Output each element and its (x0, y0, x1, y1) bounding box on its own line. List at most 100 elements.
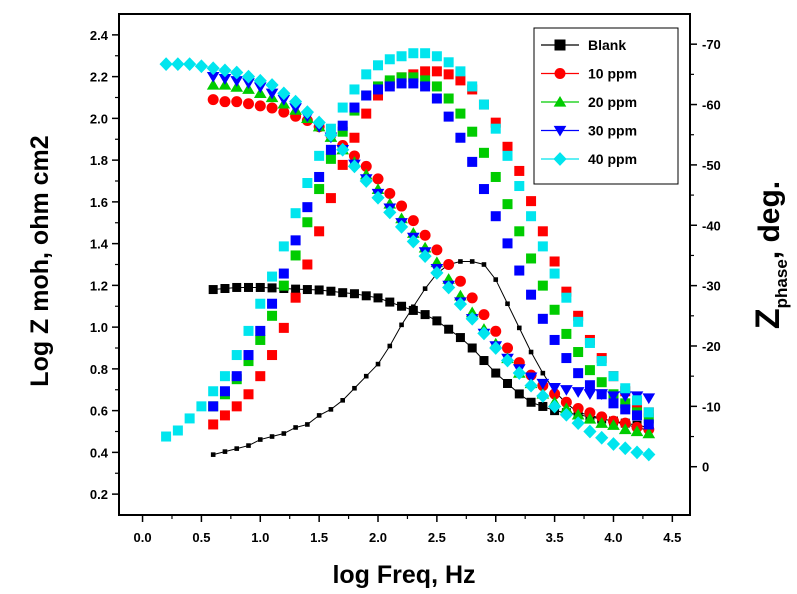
logz-point (384, 188, 396, 200)
logz-point (454, 275, 466, 287)
x-tick-label: 1.5 (310, 530, 328, 545)
logz-point (618, 391, 632, 403)
logz-point (231, 96, 243, 108)
legend-label: 10 ppm (588, 66, 637, 82)
logz-point (618, 441, 632, 456)
phase-point (561, 292, 572, 303)
phase-point (443, 57, 454, 68)
phase-point (363, 373, 369, 379)
phase-point (172, 425, 183, 436)
logz-point (336, 142, 350, 157)
logz-point (397, 301, 407, 311)
phase-point (222, 449, 228, 454)
phase-point (219, 386, 230, 397)
logz-point (465, 311, 479, 326)
logz-point (314, 285, 324, 295)
phase-point (373, 90, 384, 101)
logz-point (255, 282, 265, 292)
logz-point (253, 82, 267, 94)
phase-point (514, 226, 525, 237)
phase-point (267, 271, 278, 282)
logz-point (490, 325, 502, 337)
phase-point (373, 84, 384, 95)
logz-point (583, 412, 597, 424)
phase-point (210, 452, 216, 457)
logz-point (560, 402, 573, 414)
phase-point (478, 99, 489, 110)
phase-point (269, 434, 275, 439)
y-left-tick-label: 1.6 (90, 195, 108, 210)
phase-point (502, 199, 513, 210)
phase-point (573, 310, 584, 321)
logz-point (383, 205, 397, 220)
logz-point (242, 78, 255, 89)
phase-point (349, 84, 360, 95)
logz-point (206, 61, 220, 76)
logz-point (396, 200, 408, 212)
phase-point (537, 241, 548, 252)
phase-point (502, 150, 513, 161)
logz-point (526, 397, 536, 407)
phase-point (231, 350, 242, 361)
phase-point (246, 443, 251, 448)
phase-point (352, 385, 357, 391)
logz-point (244, 282, 254, 292)
logz-point (218, 63, 232, 78)
logz-point (288, 94, 303, 109)
logz-point (420, 310, 430, 320)
phase-point (443, 93, 454, 104)
logz-point (385, 297, 395, 307)
logz-point (312, 115, 326, 130)
phase-point (337, 102, 348, 113)
phase-point (325, 153, 336, 164)
phase-point (234, 446, 240, 451)
phase-point (420, 66, 431, 77)
logz-point (206, 71, 220, 83)
legend-marker (553, 95, 567, 107)
phase-point (420, 75, 431, 86)
phase-point (573, 368, 584, 379)
phase-point (375, 361, 381, 367)
logz-point (194, 59, 209, 74)
logz-point (607, 419, 620, 430)
phase-point (493, 277, 499, 282)
phase-point (408, 48, 419, 59)
phase-point (340, 398, 345, 403)
logz-point (477, 326, 491, 341)
phase-point (573, 347, 584, 358)
phase-point (384, 75, 395, 86)
logz-point (241, 69, 256, 84)
x-tick-label: 4.5 (663, 530, 681, 545)
phase-point (455, 66, 466, 77)
phase-point (278, 268, 289, 279)
phase-point (267, 350, 278, 361)
phase-point (396, 78, 407, 89)
phase-point (443, 69, 454, 80)
phase-point (255, 334, 266, 345)
phase-point (514, 165, 525, 176)
y-right-tick-label: 0 (702, 460, 709, 475)
y-left-tick-label: 1.4 (90, 237, 109, 252)
logz-point (595, 417, 609, 428)
phase-point (267, 298, 278, 309)
phase-point (632, 395, 643, 406)
logz-point (559, 407, 573, 422)
phase-point (505, 301, 510, 307)
phase-point (255, 371, 266, 382)
logz-point (406, 234, 420, 249)
phase-point (502, 141, 513, 152)
logz-point (300, 105, 314, 119)
logz-point (266, 102, 278, 114)
logz-point (595, 430, 609, 445)
phase-point (184, 413, 195, 424)
logz-point (478, 309, 490, 321)
logz-point (596, 411, 608, 423)
phase-point (455, 75, 466, 86)
phase-point (361, 108, 372, 119)
y-right-tick-label: -70 (702, 37, 721, 52)
phase-point (561, 328, 572, 339)
right-y-axis-title: Zphase, deg. (749, 181, 791, 329)
phase-point (549, 304, 560, 315)
logz-point (538, 401, 548, 411)
